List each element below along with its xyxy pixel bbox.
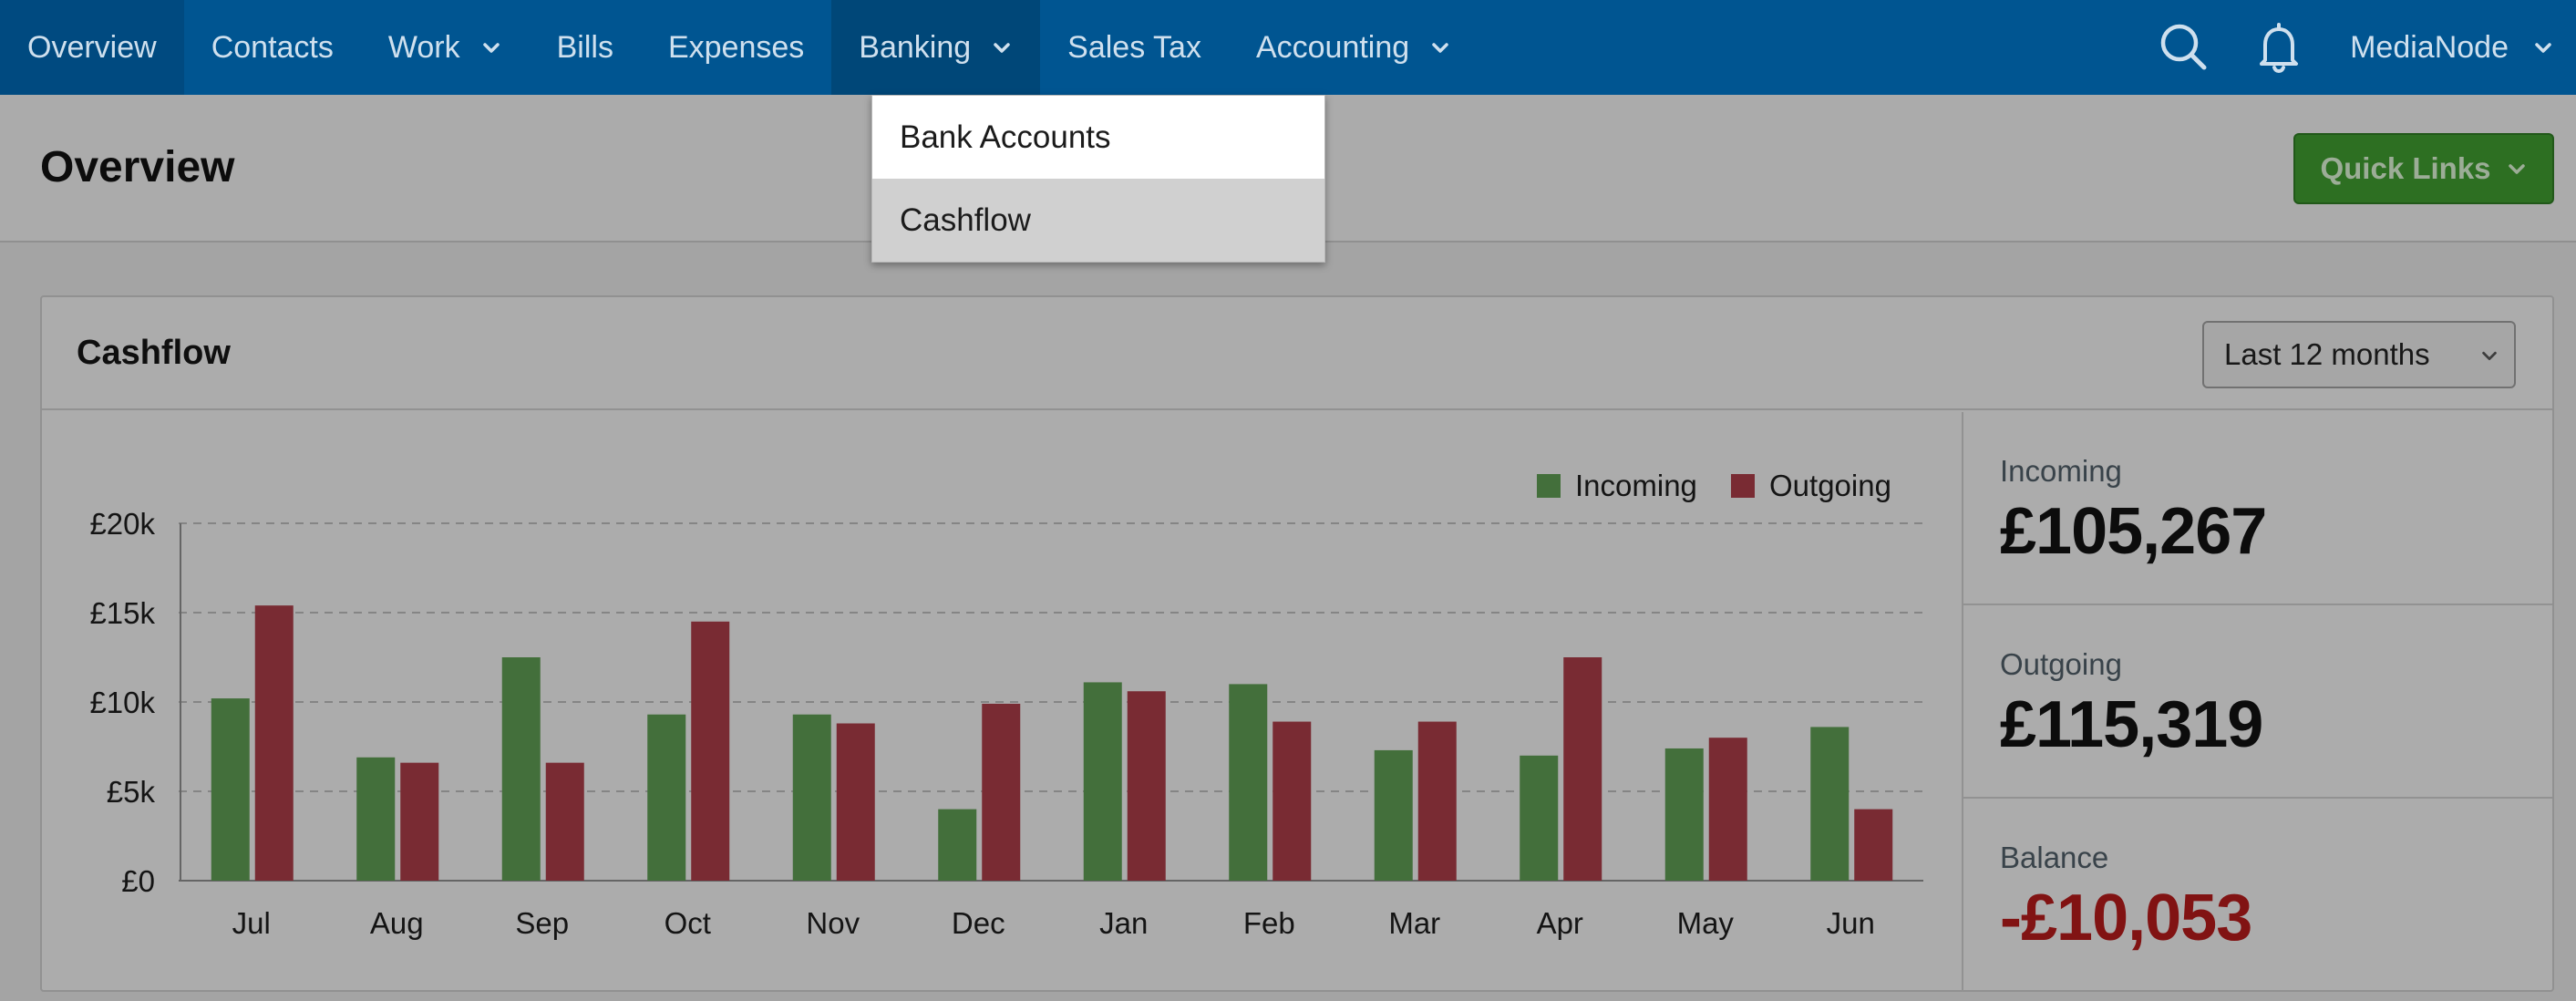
stat-label: Outgoing: [2000, 647, 2122, 681]
bar-incoming: [356, 757, 396, 881]
bar-incoming: [1810, 727, 1850, 881]
menu-item-bank-accounts[interactable]: Bank Accounts: [872, 96, 1324, 179]
chevron-down-icon: [994, 43, 1010, 53]
chevron-down-icon: [2535, 43, 2551, 53]
bar-outgoing: [254, 605, 294, 881]
page-title: Overview: [40, 143, 235, 191]
nav-item-label: Work: [387, 29, 460, 65]
bar-outgoing: [1708, 738, 1747, 881]
chevron-down-icon: [2482, 351, 2497, 361]
x-tick-label: Jun: [1827, 906, 1875, 940]
y-tick-label: £0: [121, 864, 155, 898]
nav-item-label: Bills: [556, 29, 613, 65]
bar-outgoing: [691, 621, 730, 881]
nav-item-label: Contacts: [211, 29, 334, 65]
bar-incoming: [1229, 684, 1268, 881]
account-name: MediaNode: [2350, 29, 2509, 65]
stat-outgoing: Outgoing £115,319: [1963, 605, 2552, 799]
bar-incoming: [1374, 749, 1413, 881]
nav-item-label: Sales Tax: [1067, 29, 1201, 65]
banking-dropdown-menu: Bank Accounts Cashflow: [871, 95, 1325, 263]
cashflow-chart: £0 £5k £10k £15k £20k Jul Aug Sep Oct Nov Dec Jan Fe…: [42, 412, 1962, 992]
bar-outgoing: [1417, 721, 1457, 881]
x-tick-label: Sep: [515, 906, 569, 940]
nav-item-label: Overview: [27, 29, 157, 65]
x-tick-label: Mar: [1388, 906, 1440, 940]
main-page: Overview Quick Links Cashflow Last 12 mo…: [0, 95, 2576, 1001]
x-tick-label: May: [1677, 906, 1735, 940]
bar-outgoing: [1127, 691, 1166, 881]
x-tick-label: Feb: [1243, 906, 1295, 940]
bar-outgoing: [400, 762, 439, 881]
nav-item-sales-tax[interactable]: Sales Tax: [1040, 0, 1229, 95]
legend-swatch: [1731, 474, 1755, 498]
search-button[interactable]: [2137, 0, 2231, 95]
bar-incoming: [501, 657, 541, 881]
y-tick-label: £15k: [89, 596, 155, 630]
nav-item-label: Expenses: [667, 29, 805, 65]
quick-links-button[interactable]: Quick Links: [2293, 133, 2554, 204]
chevron-down-icon: [1432, 43, 1448, 53]
y-tick-label: £5k: [107, 775, 156, 809]
stat-value: -£10,053: [2000, 882, 2252, 955]
stat-balance: Balance -£10,053: [1963, 799, 2552, 992]
bar-outgoing: [1854, 809, 1893, 881]
nav-item-label: Accounting: [1255, 29, 1410, 65]
bar-outgoing: [1273, 721, 1312, 881]
stat-value: £115,319: [2000, 688, 2263, 761]
bar-outgoing: [982, 703, 1021, 881]
top-navigation: Overview Contacts Work Bills Expenses Banking…: [0, 0, 2576, 95]
account-menu[interactable]: MediaNode: [2326, 0, 2576, 95]
bar-outgoing: [1563, 657, 1602, 881]
quick-links-label: Quick Links: [2320, 151, 2491, 185]
stat-incoming: Incoming £105,267: [1963, 412, 2552, 605]
menu-item-cashflow[interactable]: Cashflow: [900, 201, 1031, 238]
stat-label: Incoming: [2000, 454, 2122, 488]
nav-item-label: Banking: [859, 29, 972, 65]
cashflow-stats: Incoming £105,267 Outgoing £115,319 Balance -…: [1962, 412, 2552, 992]
stat-label: Balance: [2000, 841, 2109, 874]
nav-item-contacts[interactable]: Contacts: [184, 0, 361, 95]
nav-item-bills[interactable]: Bills: [530, 0, 641, 95]
bar-incoming: [1083, 682, 1122, 881]
legend-label: Incoming: [1575, 469, 1697, 502]
bar-incoming: [1520, 755, 1559, 881]
bar-incoming: [1664, 748, 1704, 881]
cashflow-bar-chart: £0 £5k £10k £15k £20k Jul Aug Sep Oct Nov Dec Jan Fe…: [89, 469, 1923, 940]
period-select-value: Last 12 months: [2224, 337, 2430, 371]
bar-incoming: [792, 714, 831, 881]
nav-item-work[interactable]: Work: [361, 0, 530, 95]
legend-swatch: [1537, 474, 1561, 498]
x-tick-label: Oct: [665, 906, 711, 940]
nav-right-group: MediaNode: [2137, 0, 2576, 95]
y-tick-label: £20k: [89, 507, 155, 541]
x-tick-label: Aug: [370, 906, 424, 940]
y-tick-label: £10k: [89, 686, 155, 719]
x-tick-label: Nov: [806, 906, 860, 940]
cashflow-card: Cashflow Last 12 months £0 £5k £10k £15k £20…: [40, 295, 2554, 992]
nav-item-banking[interactable]: Banking: [831, 0, 1041, 95]
bar-outgoing: [545, 762, 584, 881]
nav-item-expenses[interactable]: Expenses: [641, 0, 831, 95]
bar-incoming: [211, 698, 250, 881]
period-select[interactable]: Last 12 months: [2202, 321, 2516, 388]
x-tick-label: Apr: [1537, 906, 1583, 940]
bar-incoming: [647, 714, 686, 881]
cashflow-title: Cashflow: [77, 334, 231, 372]
legend-label: Outgoing: [1769, 469, 1891, 502]
stat-value: £105,267: [2000, 495, 2267, 568]
x-tick-label: Jan: [1099, 906, 1148, 940]
bar-incoming: [938, 809, 977, 881]
search-icon: [2160, 24, 2207, 70]
notifications-button[interactable]: [2231, 0, 2326, 95]
bar-outgoing: [836, 723, 875, 881]
bell-icon: [2260, 23, 2299, 74]
nav-item-accounting[interactable]: Accounting: [1229, 0, 1479, 95]
nav-item-overview[interactable]: Overview: [0, 0, 184, 95]
chevron-down-icon: [2508, 164, 2525, 174]
x-tick-label: Dec: [952, 906, 1005, 940]
cashflow-card-header: Cashflow Last 12 months: [42, 297, 2552, 410]
chevron-down-icon: [482, 43, 500, 53]
x-tick-label: Jul: [232, 906, 271, 940]
